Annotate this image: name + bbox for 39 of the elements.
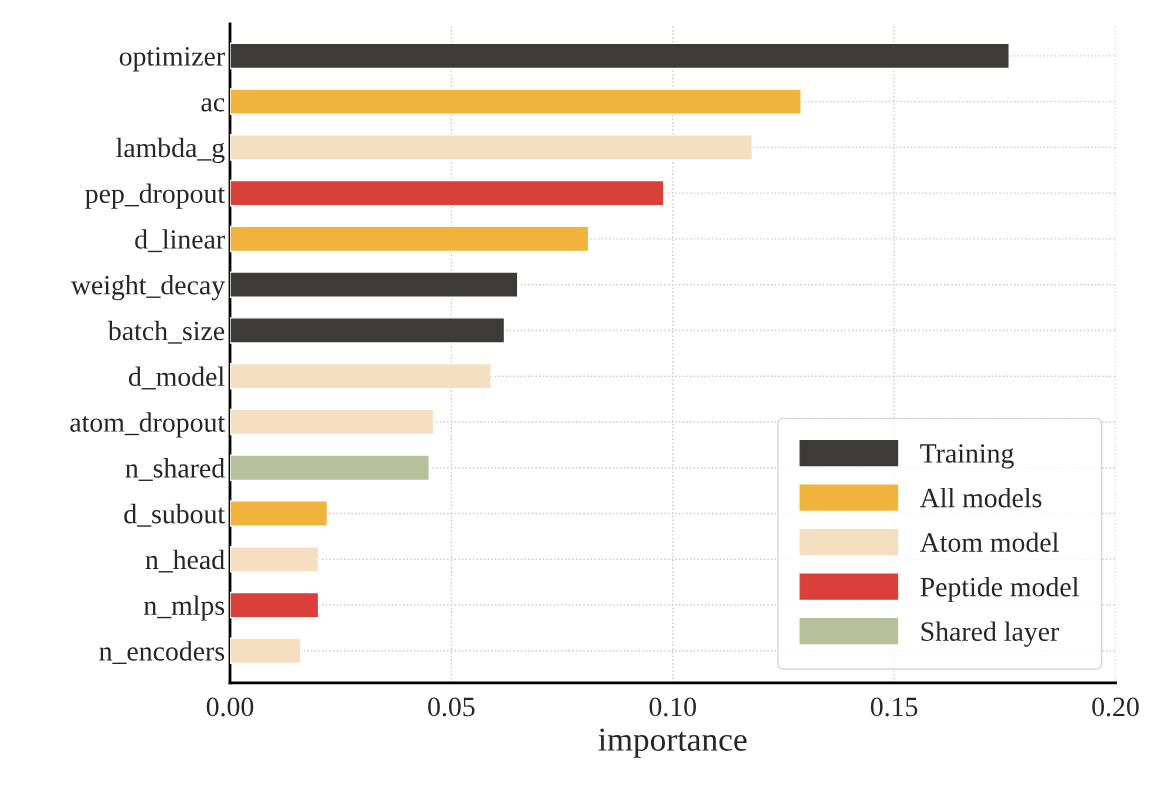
y-tick-label: lambda_g	[116, 137, 225, 164]
bar	[230, 591, 320, 619]
y-tick-label: n_shared	[125, 458, 225, 481]
bar	[230, 271, 519, 298]
y-tick-label: pep_dropout	[85, 183, 225, 209]
bar	[230, 42, 1010, 70]
x-axis-title: importance	[598, 728, 747, 758]
legend-label: Atom model	[919, 532, 1059, 552]
bar	[230, 545, 320, 573]
y-tick-label: d_linear	[135, 229, 225, 253]
y-tick-label: n_encoders	[99, 641, 225, 665]
x-tick-label: 0.10	[649, 697, 696, 717]
y-tick-label: d_subout	[124, 503, 225, 527]
y-tick-label: d_model	[128, 366, 225, 390]
y-tick-label: batch_size	[107, 320, 225, 344]
y-tick-label: weight_decay	[70, 275, 226, 301]
bar	[230, 637, 302, 665]
y-tick-label: n_head	[145, 549, 225, 573]
y-tick-label: n_mlps	[143, 595, 225, 621]
y-tick-label: atom_dropout	[70, 412, 225, 438]
legend-label: Peptide model	[920, 576, 1079, 603]
bar	[230, 225, 590, 253]
y-tick-label: optimizer	[119, 47, 225, 72]
bar	[230, 88, 802, 115]
bar	[230, 408, 435, 436]
bar	[230, 317, 506, 344]
bar	[230, 134, 754, 161]
legend-label: Training	[920, 444, 1014, 469]
legend-label: Shared layer	[921, 621, 1060, 647]
y-tick-label: ac	[201, 98, 225, 112]
bar	[230, 179, 665, 207]
bar	[230, 362, 492, 390]
bar	[230, 500, 329, 527]
x-tick-label: 0.15	[870, 697, 918, 717]
x-tick-label: 0.20	[1092, 697, 1139, 717]
legend-label: All models	[919, 487, 1042, 508]
x-tick-label: 0.00	[206, 697, 254, 717]
bar	[230, 454, 430, 482]
x-tick-label: 0.05	[428, 697, 475, 717]
